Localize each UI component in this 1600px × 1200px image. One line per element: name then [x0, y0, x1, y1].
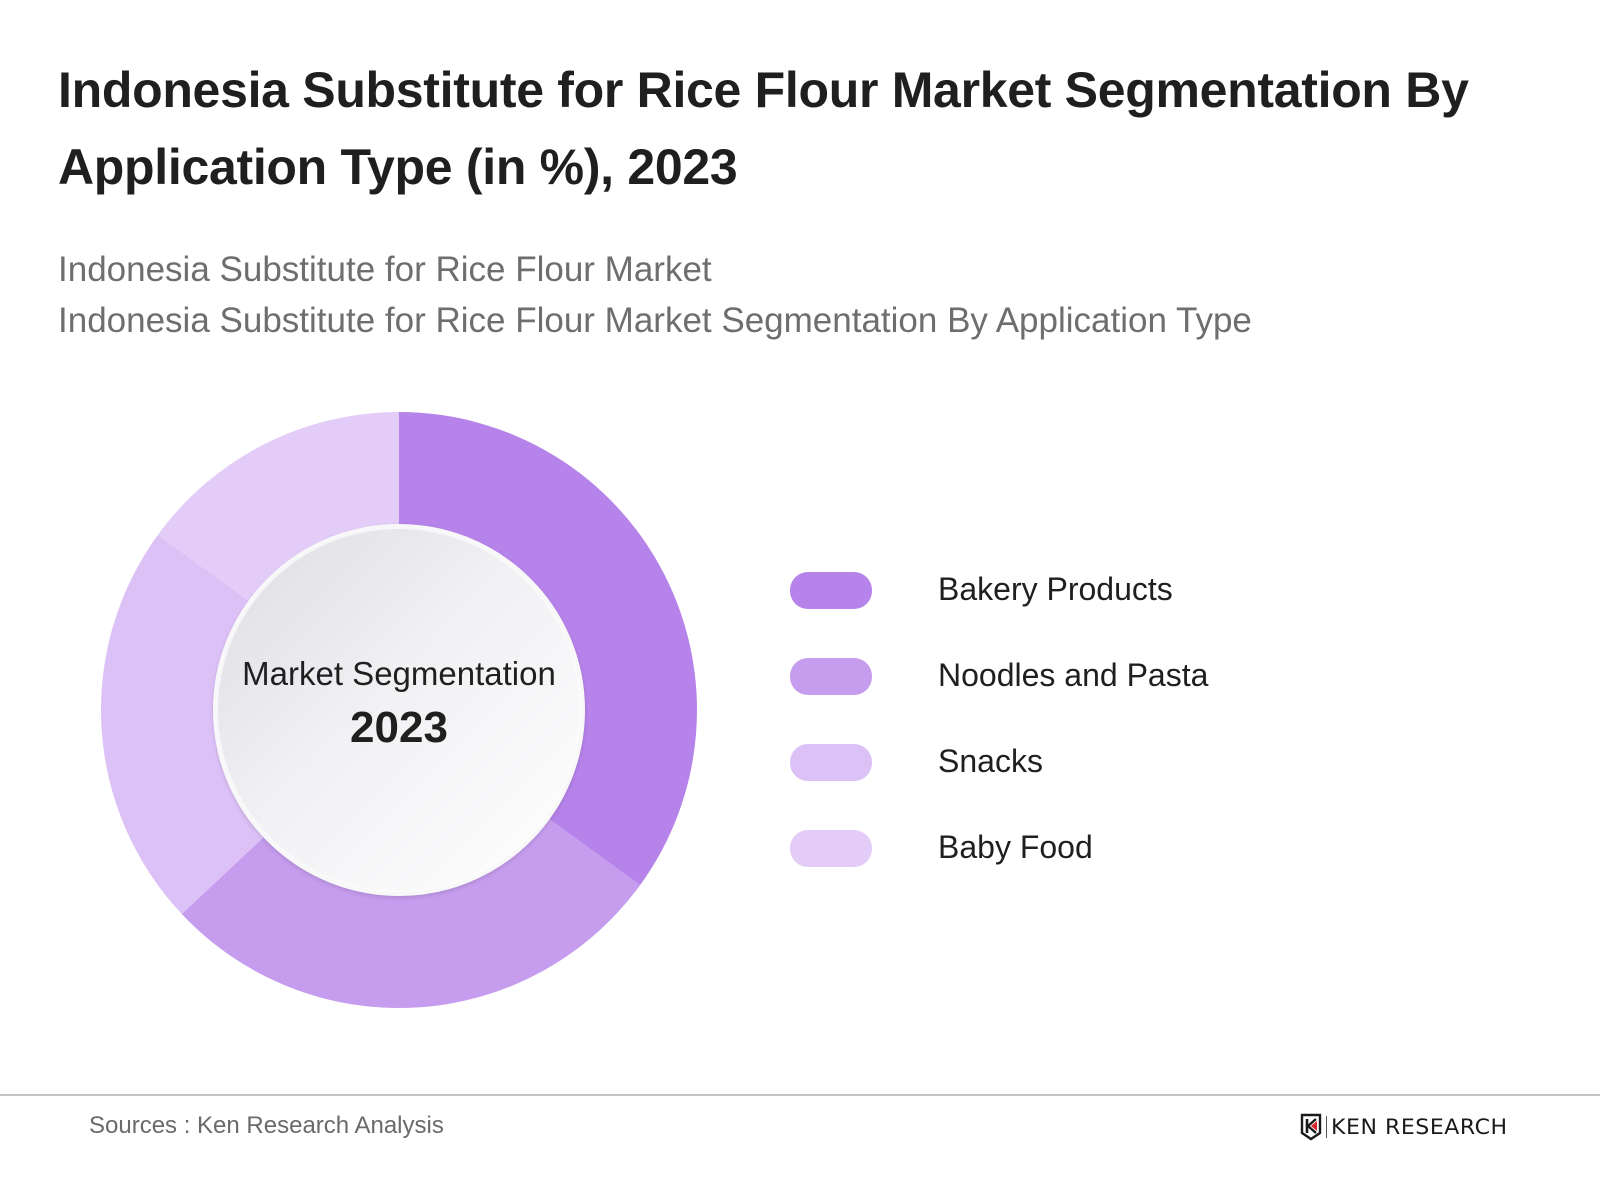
ken-research-shield-icon [1300, 1113, 1322, 1141]
subtitle-line-1: Indonesia Substitute for Rice Flour Mark… [58, 250, 712, 289]
donut-center-year: 2023 [350, 703, 448, 752]
chart-title: Indonesia Substitute for Rice Flour Mark… [58, 62, 1469, 195]
logo-separator [1326, 1116, 1327, 1138]
footer-divider [0, 1094, 1600, 1096]
legend-swatch [790, 744, 872, 781]
donut-chart: Market Segmentation 2023 [99, 410, 699, 1010]
donut-center: Market Segmentation 2023 [213, 524, 585, 896]
subtitle-line-2: Indonesia Substitute for Rice Flour Mark… [58, 301, 1252, 340]
source-note: Sources : Ken Research Analysis [89, 1112, 444, 1139]
donut-segments [101, 412, 697, 1008]
legend-label: Bakery Products [938, 571, 1173, 607]
ken-research-logo: KEN RESEARCH [1300, 1112, 1507, 1142]
logo-text: KEN RESEARCH [1331, 1115, 1508, 1139]
legend-label: Snacks [938, 743, 1043, 779]
legend-swatch [790, 572, 872, 609]
donut-center-label: Market Segmentation [242, 655, 556, 692]
legend-label: Noodles and Pasta [938, 657, 1209, 693]
chart-subtitle: Indonesia Substitute for Rice Flour Mark… [58, 244, 1538, 346]
legend-swatch [790, 830, 872, 867]
legend-label: Baby Food [938, 829, 1093, 865]
legend-swatch [790, 658, 872, 695]
